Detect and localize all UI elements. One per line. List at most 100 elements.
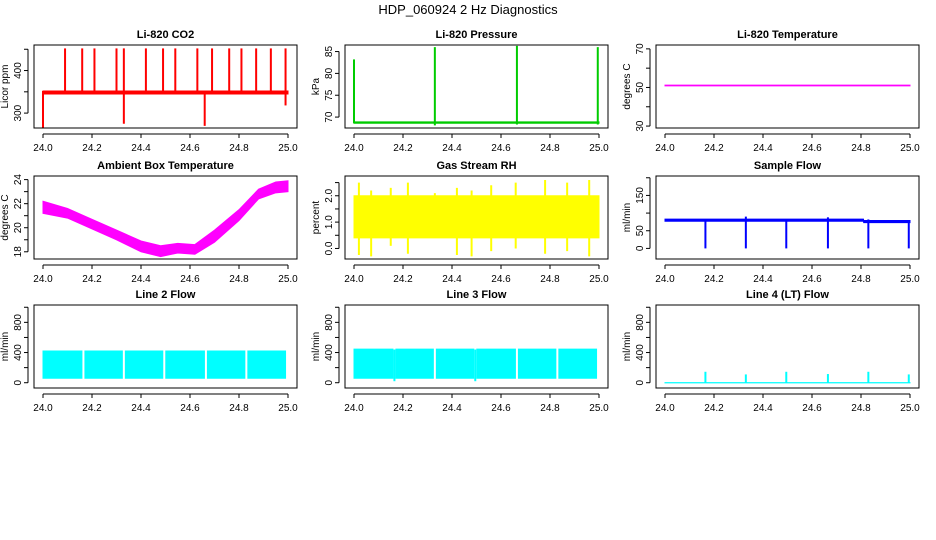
y-axis-label: ml/min [311,332,322,361]
series-gap [556,305,559,388]
y-tick-label: 30 [635,120,646,132]
x-tick-label: 24.2 [393,143,413,154]
panel-4: Ambient Box Temperature 24.0 24.2 24.4 24.6 2… [0,160,298,285]
x-tick-label: 25.0 [589,143,609,154]
x-tick-label: 24.4 [442,143,462,154]
x-tick-label: 24.4 [442,274,462,285]
series-gap [122,305,125,388]
x-tick-label: 24.2 [704,143,724,154]
x-tick-label: 24.2 [704,274,724,285]
y-tick-label: 0 [13,379,24,385]
y-tick-label: 70 [635,43,646,55]
panel-title: Li-820 Pressure [436,29,518,41]
y-tick-label: 0 [635,379,646,385]
series-gap [515,305,518,388]
panel-1: Li-820 CO2 24.0 24.2 24.4 24.6 24.8 25.0 300 400… [0,29,298,154]
x-tick-label: 25.0 [900,274,920,285]
plot-frame [33,44,298,129]
x-tick-label: 24.0 [655,274,675,285]
x-tick-label: 24.0 [655,143,675,154]
panel-title: Line 3 Flow [447,289,507,301]
plot-frame [344,304,609,389]
x-tick-label: 25.0 [900,143,920,154]
panel-title: Line 4 (LT) Flow [746,289,829,301]
x-tick-label: 24.4 [131,274,151,285]
x-tick-label: 24.6 [491,403,511,414]
x-tick-label: 24.8 [540,274,560,285]
y-tick-label: 400 [13,344,24,361]
x-tick-label: 24.0 [33,274,53,285]
y-tick-label: 400 [635,344,646,361]
panel-title: Ambient Box Temperature [97,160,234,172]
x-tick-label: 24.0 [33,143,53,154]
x-tick-label: 24.8 [229,274,249,285]
x-tick-label: 24.4 [753,274,773,285]
x-tick-label: 24.4 [753,403,773,414]
panel-2: Li-820 Pressure 24.0 24.2 24.4 24.6 24.8 25.0 7… [311,29,609,154]
x-tick-label: 24.8 [540,143,560,154]
series [664,216,911,249]
y-tick-label: 0 [635,245,646,251]
y-tick-label: 75 [324,89,335,101]
x-tick-label: 24.8 [851,274,871,285]
figure-title: HDP_060924 2 Hz Diagnostics [378,2,558,17]
y-tick-label: 400 [13,62,24,79]
y-tick-label: 50 [635,225,646,237]
x-tick-label: 24.0 [33,403,53,414]
x-tick-label: 24.8 [851,403,871,414]
y-axis-label: ml/min [622,203,633,232]
series [42,180,289,258]
panel-8: Line 3 Flow 24.0 24.2 24.4 24.6 24.8 25.0 0 400 8… [311,289,609,414]
series-band [353,195,600,239]
series-gap [433,305,436,388]
x-tick-label: 24.8 [851,143,871,154]
x-tick-label: 24.6 [180,274,200,285]
x-tick-label: 24.8 [229,403,249,414]
x-tick-label: 24.0 [655,403,675,414]
series-band [42,180,289,258]
series-gap [245,305,248,388]
x-tick-label: 24.0 [344,403,364,414]
y-tick-label: 0 [324,379,335,385]
y-axis-label: kPa [311,77,322,95]
plot-frame [655,175,920,260]
series-gap [393,305,396,388]
plot-frame [655,44,920,129]
plot-frame [33,304,298,389]
series-band [664,218,911,224]
y-tick-label: 24 [13,174,24,186]
series-gap [204,305,207,388]
x-tick-label: 24.6 [802,143,822,154]
series [664,371,911,384]
x-tick-label: 24.4 [131,143,151,154]
y-tick-label: 20 [13,222,24,234]
x-tick-label: 24.8 [540,403,560,414]
series [353,179,600,257]
y-tick-label: 800 [324,314,335,331]
y-axis-label: ml/min [0,332,11,361]
y-tick-label: 0.0 [324,241,335,255]
series-band [353,121,600,124]
x-tick-label: 24.2 [82,274,102,285]
y-axis-label: percent [311,201,322,235]
x-tick-label: 24.2 [393,274,413,285]
x-tick-label: 25.0 [278,403,298,414]
y-tick-label: 800 [635,314,646,331]
y-tick-label: 85 [324,46,335,58]
series-gap [82,305,85,388]
x-tick-label: 24.4 [753,143,773,154]
x-tick-label: 24.4 [131,403,151,414]
series-gap [163,305,166,388]
x-tick-label: 25.0 [900,403,920,414]
x-tick-label: 24.6 [802,274,822,285]
x-tick-label: 24.6 [802,403,822,414]
series [353,305,598,388]
x-tick-label: 24.6 [180,403,200,414]
panel-3: Li-820 Temperature 24.0 24.2 24.4 24.6 24.8 25… [622,29,920,154]
panel-title: Sample Flow [754,160,822,172]
x-tick-label: 25.0 [589,403,609,414]
x-tick-label: 24.2 [704,403,724,414]
x-tick-label: 25.0 [278,274,298,285]
y-axis-label: degrees C [0,194,11,240]
